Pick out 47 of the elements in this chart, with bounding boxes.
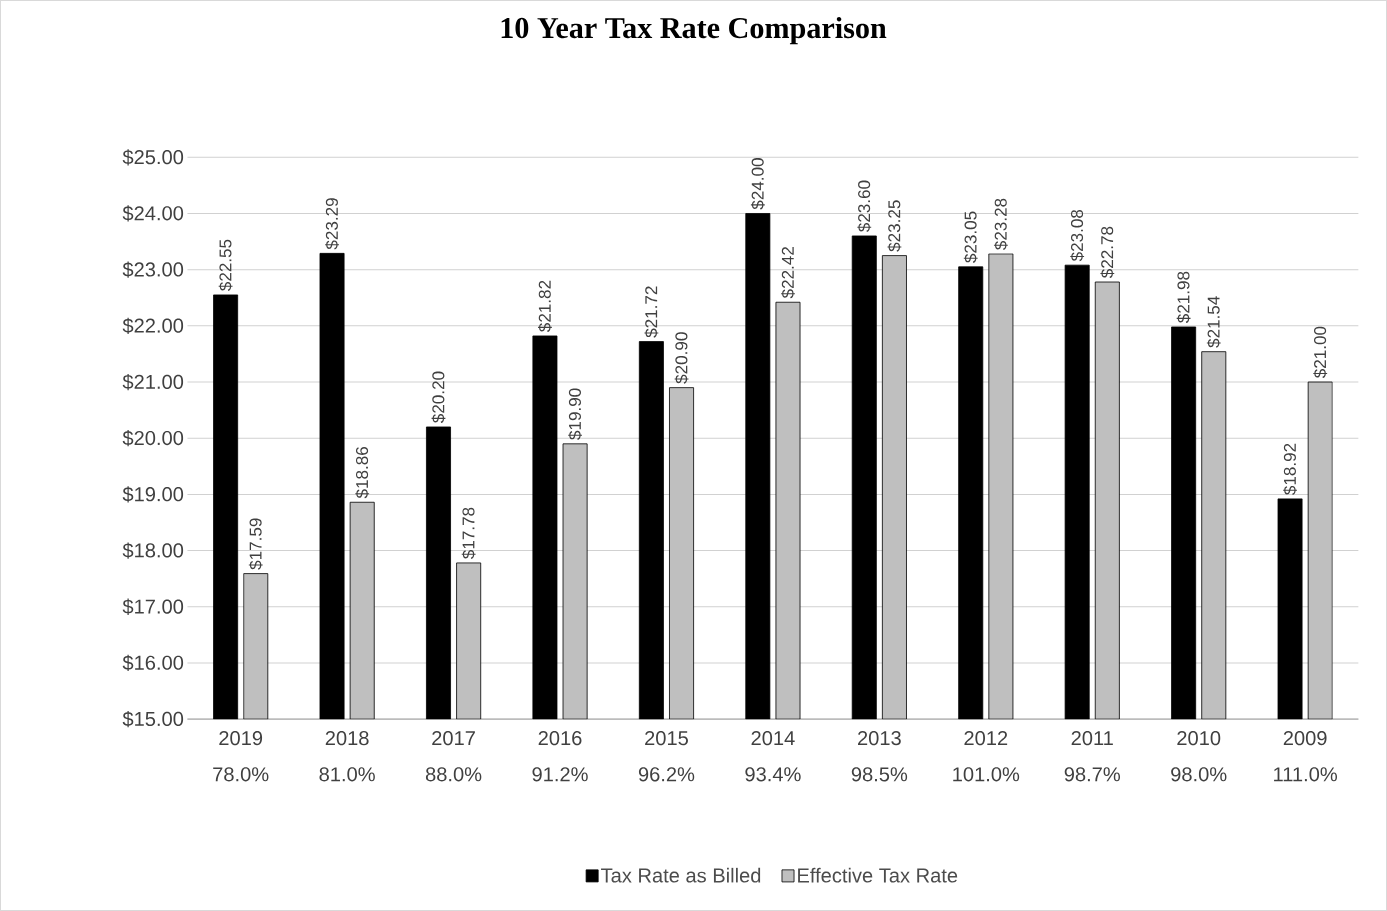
x-tick-label: 2009 111.0% bbox=[1274, 730, 1338, 782]
y-tick-label: $19.00 bbox=[122, 486, 184, 503]
data-label: $21.98 bbox=[1176, 271, 1191, 323]
data-label: $24.00 bbox=[750, 158, 765, 210]
y-tick-label: $20.00 bbox=[122, 430, 184, 447]
y-tick-label: $22.00 bbox=[122, 317, 184, 334]
data-label: $21.00 bbox=[1313, 326, 1328, 379]
data-label: $23.29 bbox=[325, 198, 339, 250]
data-label: $18.92 bbox=[1283, 443, 1297, 495]
x-tick-label: 2019 78.0% bbox=[213, 730, 269, 782]
x-tick-label: 2018 81.0% bbox=[319, 730, 375, 782]
data-label: $17.78 bbox=[461, 507, 476, 559]
data-label: $20.90 bbox=[674, 332, 689, 384]
data-label: $23.05 bbox=[963, 211, 978, 263]
y-tick-label: $25.00 bbox=[122, 149, 184, 166]
data-label: $21.72 bbox=[644, 286, 659, 338]
x-tick-label: 2010 98.0% bbox=[1171, 730, 1227, 782]
legend-label: Tax Rate as Billed bbox=[601, 867, 761, 883]
y-tick-label: $18.00 bbox=[122, 542, 184, 559]
data-label: $22.55 bbox=[218, 239, 233, 291]
data-label: $17.59 bbox=[248, 518, 263, 570]
y-tick-label: $17.00 bbox=[122, 598, 184, 615]
y-tick-label: $24.00 bbox=[122, 205, 184, 222]
data-label: $22.78 bbox=[1100, 226, 1115, 279]
data-label: $18.86 bbox=[355, 446, 370, 499]
y-tick-label: $15.00 bbox=[122, 710, 184, 728]
x-tick-label: 2013 98.5% bbox=[851, 730, 908, 782]
y-tick-label: $23.00 bbox=[122, 261, 184, 278]
y-tick-label: $16.00 bbox=[122, 654, 184, 672]
data-label: $20.20 bbox=[431, 371, 446, 423]
data-label: $21.54 bbox=[1206, 296, 1221, 348]
x-tick-label: 2012 101.0% bbox=[953, 730, 1020, 782]
data-label: $21.82 bbox=[538, 280, 552, 332]
x-tick-label: 2016 91.2% bbox=[532, 730, 588, 782]
data-label: $23.25 bbox=[887, 200, 902, 252]
data-label: $22.42 bbox=[781, 247, 795, 299]
legend-label: Effective Tax Rate bbox=[798, 867, 958, 883]
x-tick-label: 2017 88.0% bbox=[425, 730, 482, 782]
chart-title: 10 Year Tax Rate Comparison bbox=[501, 16, 887, 45]
data-label: $23.08 bbox=[1070, 209, 1085, 262]
y-tick-label: $21.00 bbox=[122, 373, 184, 391]
x-tick-label: 2015 96.2% bbox=[638, 730, 695, 782]
x-tick-label: 2014 93.4% bbox=[745, 730, 801, 782]
x-tick-label: 2011 98.7% bbox=[1064, 730, 1121, 782]
data-label: $23.28 bbox=[993, 198, 1008, 250]
data-label: $23.60 bbox=[857, 180, 872, 232]
data-label: $19.90 bbox=[568, 388, 582, 440]
